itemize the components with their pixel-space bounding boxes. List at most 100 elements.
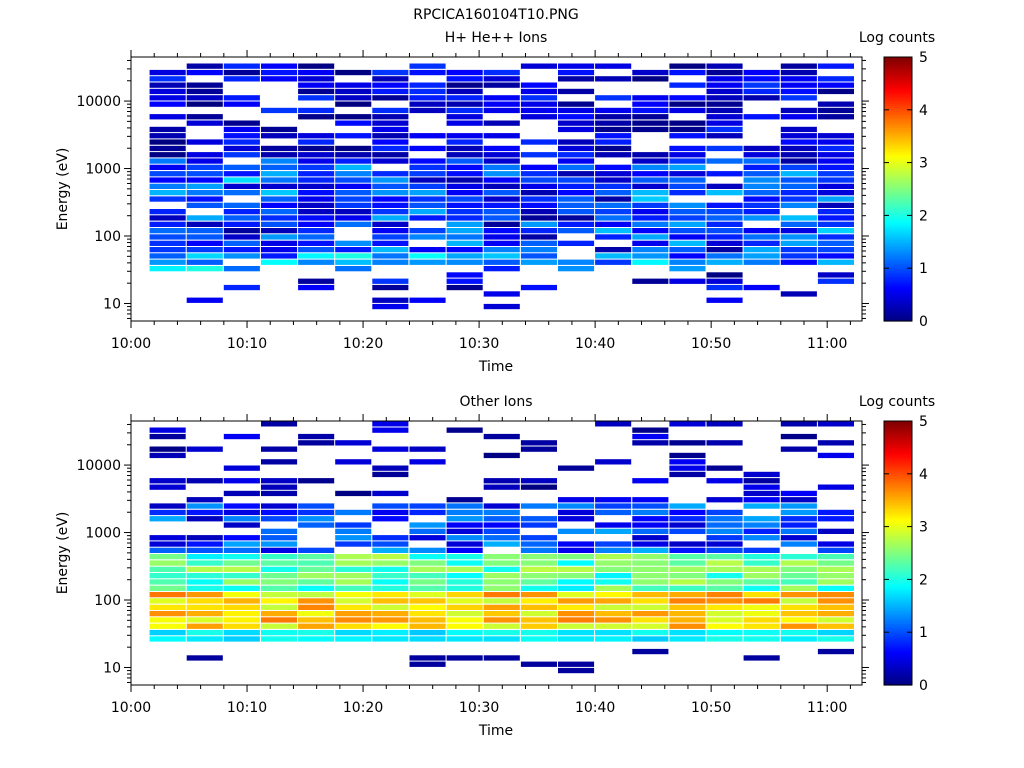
heatmap-cell bbox=[372, 253, 409, 259]
heatmap-cell bbox=[483, 541, 520, 547]
heatmap-cell bbox=[186, 101, 223, 107]
heatmap-cell bbox=[223, 209, 260, 215]
heatmap-cell bbox=[743, 497, 780, 503]
heatmap-cell bbox=[261, 171, 298, 177]
heatmap-cell bbox=[632, 630, 669, 636]
heatmap-cell bbox=[558, 171, 595, 177]
heatmap-cell bbox=[817, 278, 854, 284]
heatmap-cell bbox=[149, 234, 186, 240]
heatmap-cell bbox=[409, 617, 446, 623]
heatmap-cell bbox=[261, 547, 298, 553]
heatmap-cell bbox=[149, 209, 186, 215]
heatmap-cell bbox=[335, 611, 372, 617]
colorbar-segment bbox=[884, 266, 912, 269]
heatmap-cell bbox=[223, 516, 260, 522]
x-tick-label: 10:40 bbox=[575, 700, 615, 716]
heatmap-cell bbox=[372, 503, 409, 509]
heatmap-cell bbox=[520, 253, 557, 259]
heatmap-cell bbox=[372, 636, 409, 642]
heatmap-cell bbox=[298, 509, 335, 516]
heatmap-cell bbox=[261, 259, 298, 265]
heatmap-cell bbox=[632, 253, 669, 259]
heatmap-cell bbox=[483, 303, 520, 310]
heatmap-cell bbox=[261, 573, 298, 579]
heatmap-cell bbox=[780, 95, 817, 101]
heatmap-cell bbox=[298, 133, 335, 139]
heatmap-cell bbox=[335, 266, 372, 272]
colorbar-segment bbox=[884, 542, 912, 545]
colorbar-segment bbox=[884, 627, 912, 631]
heatmap-cell bbox=[446, 516, 483, 522]
heatmap-cell bbox=[780, 516, 817, 522]
heatmap-cell bbox=[261, 158, 298, 164]
heatmap-cell bbox=[595, 190, 632, 196]
colorbar-segment bbox=[884, 294, 912, 298]
heatmap-cell bbox=[780, 63, 817, 69]
heatmap-cell bbox=[261, 592, 298, 598]
heatmap-cell bbox=[298, 560, 335, 566]
heatmap-cell bbox=[483, 535, 520, 541]
heatmap-cell bbox=[261, 579, 298, 585]
heatmap-cell bbox=[780, 560, 817, 566]
colorbar-segment bbox=[884, 427, 912, 431]
heatmap-cell bbox=[372, 247, 409, 253]
heatmap-cell bbox=[149, 503, 186, 509]
heatmap-cell bbox=[446, 566, 483, 572]
heatmap-cell bbox=[223, 547, 260, 553]
heatmap-cell bbox=[261, 63, 298, 69]
heatmap-cell bbox=[335, 120, 372, 126]
heatmap-cell bbox=[372, 585, 409, 591]
heatmap-cell bbox=[409, 573, 446, 579]
heatmap-cell bbox=[669, 228, 706, 234]
heatmap-cell bbox=[817, 145, 854, 152]
heatmap-cell bbox=[520, 566, 557, 572]
heatmap-cell bbox=[780, 171, 817, 177]
colorbar-segment bbox=[884, 513, 912, 517]
heatmap-cell bbox=[223, 76, 260, 82]
heatmap-cell bbox=[261, 446, 298, 452]
heatmap-cell bbox=[817, 88, 854, 95]
heatmap-cell bbox=[632, 592, 669, 598]
y-tick-label: 100 bbox=[94, 593, 121, 609]
heatmap-cell bbox=[409, 598, 446, 604]
heatmap-cell bbox=[743, 630, 780, 636]
heatmap-cell bbox=[780, 554, 817, 560]
heatmap-cell bbox=[706, 145, 743, 152]
heatmap-cell bbox=[743, 202, 780, 208]
heatmap-cell bbox=[520, 547, 557, 553]
heatmap-cell bbox=[186, 253, 223, 259]
heatmap-cell bbox=[483, 566, 520, 572]
heatmap-cell bbox=[409, 566, 446, 572]
colorbar-segment bbox=[884, 482, 912, 486]
colorbar-segment bbox=[884, 160, 912, 164]
heatmap-cell bbox=[817, 152, 854, 158]
heatmap-cell bbox=[520, 240, 557, 246]
colorbar-segment bbox=[884, 612, 912, 616]
heatmap-cell bbox=[743, 503, 780, 509]
heatmap-cell bbox=[483, 196, 520, 202]
heatmap-cell bbox=[409, 253, 446, 259]
colorbar-segment bbox=[884, 594, 912, 598]
heatmap-cell bbox=[558, 497, 595, 503]
heatmap-cell bbox=[669, 82, 706, 88]
panel-title: H+ He++ Ions bbox=[445, 30, 548, 46]
heatmap-cell bbox=[706, 617, 743, 623]
heatmap-cell bbox=[261, 484, 298, 490]
heatmap-cell bbox=[372, 76, 409, 82]
colorbar-segment bbox=[884, 74, 912, 78]
colorbar-segment bbox=[884, 145, 912, 148]
heatmap-cell bbox=[669, 452, 706, 459]
heatmap-cell bbox=[149, 133, 186, 139]
heatmap-cell bbox=[261, 490, 298, 497]
heatmap-cell bbox=[298, 107, 335, 114]
colorbar-segment bbox=[884, 577, 912, 580]
colorbar-segment bbox=[884, 667, 912, 671]
heatmap-cell bbox=[780, 145, 817, 152]
heatmap-cell bbox=[743, 585, 780, 591]
heatmap-cell bbox=[595, 259, 632, 265]
heatmap-cell bbox=[335, 82, 372, 88]
heatmap-cell bbox=[186, 636, 223, 642]
colorbar-segment bbox=[884, 103, 912, 106]
colorbar-segment bbox=[884, 645, 912, 649]
heatmap-cell bbox=[186, 69, 223, 76]
